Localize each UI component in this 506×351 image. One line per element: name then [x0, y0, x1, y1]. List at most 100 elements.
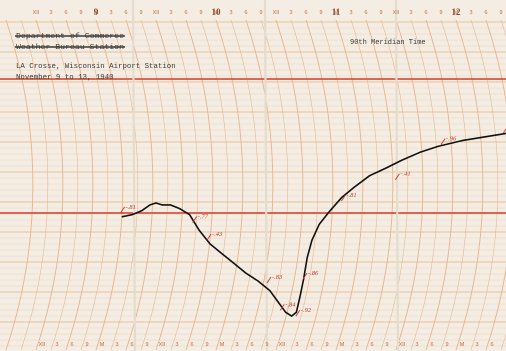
hour-arc	[275, 19, 304, 351]
bottom-hour-tick: XII	[279, 342, 286, 348]
hour-arc	[125, 19, 154, 351]
hour-arc	[440, 19, 469, 351]
bottom-hour-tick: 6	[310, 342, 313, 348]
annotation-tick	[279, 304, 285, 311]
hour-arc	[50, 19, 79, 351]
trace-point	[161, 204, 163, 206]
annotation-label: -.86	[308, 270, 319, 277]
hour-arc	[5, 19, 34, 351]
trace-point	[329, 210, 331, 212]
trace-point	[245, 272, 247, 274]
top-hour-tick: 9	[379, 10, 382, 16]
hour-arc	[80, 19, 109, 351]
top-hour-tick: 3	[409, 10, 412, 16]
top-hour-tick: M	[454, 10, 459, 16]
bottom-hour-tick: 6	[370, 342, 373, 348]
top-hour-tick: 9	[499, 10, 502, 16]
hour-arc	[95, 19, 124, 351]
bottom-hour-tick: 3	[115, 342, 118, 348]
red-reference-lines	[0, 78, 506, 214]
top-hour-tick: 6	[124, 10, 127, 16]
bottom-hour-tick: 9	[265, 342, 268, 348]
hour-arc	[425, 19, 454, 351]
top-hour-tick: 6	[64, 10, 67, 16]
top-hour-tick: 9	[259, 10, 262, 16]
bottom-hour-tick: M	[460, 342, 465, 348]
bottom-hour-tick: 3	[415, 342, 418, 348]
hour-arc	[365, 19, 394, 351]
trace-point	[353, 186, 355, 188]
annotation-tick	[192, 216, 197, 223]
top-hour-tick: XII	[273, 10, 280, 16]
trace-point	[149, 204, 151, 206]
trace-point	[169, 204, 171, 206]
hour-arc	[110, 19, 139, 351]
bottom-hour-tick: 3	[355, 342, 358, 348]
top-hour-tick: 9	[139, 10, 142, 16]
hour-arc	[485, 19, 506, 351]
annotation-label: -.81	[346, 192, 356, 199]
hour-arc	[380, 19, 409, 351]
top-hour-tick: XII	[153, 10, 160, 16]
annotation-tick	[503, 128, 506, 134]
hour-arc	[395, 19, 424, 351]
bottom-hour-tick: 9	[445, 342, 448, 348]
trace-point	[385, 167, 387, 169]
annotation-tick	[302, 272, 308, 280]
bottom-hour-tick: M	[340, 342, 345, 348]
paper-folds	[131, 0, 400, 351]
bottom-hour-tick: 6	[490, 342, 493, 348]
top-hour-tick: 3	[469, 10, 472, 16]
annotation-tick	[295, 309, 301, 317]
top-hour-tick: M	[214, 10, 219, 16]
bottom-hour-tick: XII	[399, 342, 406, 348]
top-hour-tick: 3	[349, 10, 352, 16]
annotation-label: -.43	[212, 231, 223, 238]
trace-point	[461, 140, 463, 142]
bottom-hour-tick: 9	[85, 342, 88, 348]
trace-point	[198, 229, 200, 231]
annotation-tick	[341, 194, 346, 202]
trace-point	[311, 239, 313, 241]
bottom-hour-tick: 6	[430, 342, 433, 348]
date-line: November 9 to 13, 1940	[16, 74, 114, 82]
hour-arc	[185, 19, 214, 351]
hour-arc	[455, 19, 484, 351]
bottom-hour-tick: 9	[325, 342, 328, 348]
trace-point	[233, 262, 235, 265]
top-hour-tick: 3	[289, 10, 292, 16]
paper-fold	[263, 0, 269, 351]
top-hour-tick: 6	[364, 10, 367, 16]
bottom-hour-tick: M	[220, 342, 225, 348]
top-hour-tick: M	[94, 10, 99, 16]
hour-arc	[290, 19, 319, 351]
header-struck-line-1: Department of Commerce	[16, 33, 124, 41]
header-struck-line-2: Weather Bureau Station	[16, 44, 124, 52]
trace-point	[209, 243, 211, 245]
annotation-tick	[440, 138, 446, 145]
hour-arc	[350, 19, 379, 351]
trace-point	[419, 151, 421, 153]
bottom-hour-tick: 6	[130, 342, 133, 348]
trace-point	[437, 145, 439, 148]
hour-arc	[215, 19, 244, 351]
bottom-hour-tick: 3	[175, 342, 178, 348]
trace-point	[295, 311, 297, 313]
top-hour-tick: 6	[424, 10, 427, 16]
top-hour-tick: 6	[184, 10, 187, 16]
trace-point	[179, 208, 181, 210]
trace-point	[189, 214, 191, 216]
top-hour-tick: XII	[393, 10, 400, 16]
day-label: 12	[452, 7, 462, 17]
hour-arc	[470, 19, 499, 351]
hour-arc	[335, 19, 364, 351]
hour-arc	[65, 19, 94, 351]
bottom-hour-tick: 3	[235, 342, 238, 348]
day-label: 11	[332, 7, 341, 17]
bottom-hour-tick: M	[100, 342, 105, 348]
top-hour-tick: XII	[33, 10, 40, 16]
top-hour-tick: 6	[304, 10, 307, 16]
pressure-trace	[121, 132, 506, 317]
annotation-tick	[266, 276, 272, 284]
